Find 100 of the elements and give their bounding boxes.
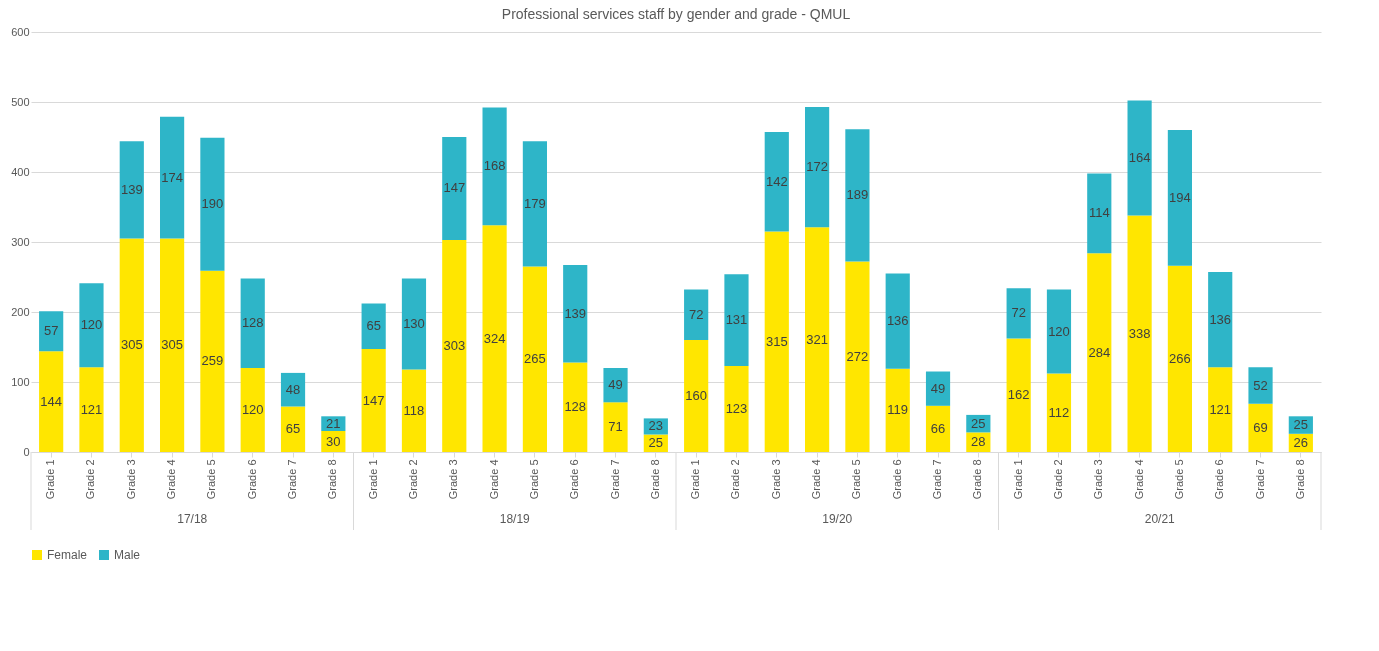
data-label: 71: [608, 419, 623, 435]
bar: [280, 372, 306, 407]
data-label: 164: [1128, 150, 1151, 165]
bar: [603, 402, 628, 452]
data-label: 120: [1048, 323, 1070, 339]
x-tick-label: Grade 5: [1172, 459, 1185, 500]
chart-title: Professional services staff by gender and grade - QMUL: [501, 6, 851, 22]
y-tick-label: 300: [11, 235, 30, 248]
text: 17/18: [177, 512, 208, 526]
bar: [1006, 338, 1031, 452]
x-tick-label: Grade 8: [1293, 459, 1306, 500]
y-tick-label: 400: [11, 165, 30, 178]
bar: [401, 369, 427, 452]
x-tick-label: Grade 4: [487, 459, 500, 500]
data-label: 131: [725, 312, 748, 328]
data-label: 49: [608, 377, 623, 393]
data-label: 65: [285, 421, 301, 437]
data-label: 265: [524, 351, 546, 367]
data-label: 147: [443, 180, 466, 196]
data-label: 69: [1253, 419, 1268, 435]
data-label: 49: [930, 380, 946, 396]
x-tick-label: Grade 3: [124, 459, 137, 500]
data-label: 66: [930, 420, 946, 436]
data-label: 25: [1293, 417, 1309, 433]
data-label: 303: [443, 337, 466, 353]
bar: [684, 340, 709, 452]
bar: [603, 368, 628, 403]
data-label: 120: [80, 317, 103, 333]
data-label: 136: [886, 313, 909, 329]
x-tick-label: Grade 6: [568, 459, 581, 500]
bar: [522, 141, 547, 267]
data-label: 147: [362, 392, 385, 408]
x-tick-label: Grade 7: [1253, 459, 1266, 500]
bar: [563, 265, 588, 363]
bar: [442, 239, 467, 452]
data-label: 136: [1209, 311, 1232, 327]
data-label: 305: [120, 337, 143, 353]
x-tick-label: Grade 8: [971, 459, 984, 500]
x-tick-label: Grade 4: [810, 459, 823, 500]
data-label: 179: [524, 195, 546, 211]
bar: [119, 141, 144, 239]
data-label: 30: [326, 433, 341, 449]
x-tick-label: Grade 6: [245, 459, 258, 500]
data-label: 284: [1088, 344, 1111, 360]
data-label: 21: [326, 415, 341, 431]
data-label: 130: [403, 315, 425, 331]
x-tick-label: Grade 6: [890, 459, 903, 500]
bar: [482, 107, 507, 226]
bar: [361, 349, 386, 452]
bar: [160, 238, 185, 452]
data-label: 128: [241, 315, 264, 331]
data-label: 324: [483, 330, 506, 346]
x-tick-label: Grade 5: [850, 459, 863, 500]
legend-label: Female: [47, 548, 88, 562]
bar: [401, 278, 427, 370]
y-tick-label: 500: [11, 95, 30, 108]
x-tick-label: Grade 1: [689, 459, 702, 500]
x-tick-label: Grade 6: [1213, 459, 1226, 500]
data-label: 315: [765, 333, 788, 349]
bar: [119, 238, 144, 452]
bar: [764, 231, 789, 452]
data-label: 118: [403, 402, 425, 418]
x-tick-label: Grade 5: [205, 459, 218, 500]
y-tick-label: 0: [23, 445, 30, 458]
data-label: 112: [1048, 404, 1070, 420]
bar: [79, 283, 104, 368]
x-tick-label: Grade 8: [326, 459, 339, 500]
data-label: 142: [765, 173, 788, 189]
x-tick-label: Grade 2: [84, 459, 97, 500]
x-tick-label: Grade 8: [648, 459, 661, 500]
data-label: 128: [564, 399, 587, 415]
bar: [845, 129, 870, 262]
bar: [39, 351, 64, 452]
bar: [1248, 367, 1273, 404]
bar: [764, 132, 789, 232]
data-label: 190: [201, 196, 224, 212]
bar: [240, 278, 265, 368]
bar: [724, 365, 749, 452]
bar: [79, 367, 104, 452]
data-label: 121: [80, 401, 103, 417]
bar: [240, 368, 265, 452]
bar: [200, 270, 225, 452]
x-tick-label: Grade 4: [165, 459, 178, 500]
x-tick-label: Grade 7: [286, 459, 299, 500]
bar: [885, 368, 910, 452]
data-label: 114: [1088, 205, 1110, 221]
bar: [442, 137, 467, 240]
data-label: 272: [846, 348, 869, 364]
data-label: 194: [1169, 189, 1191, 205]
x-tick-label: Grade 2: [729, 459, 742, 500]
data-label: 139: [120, 181, 143, 197]
data-label: 305: [161, 337, 183, 353]
data-label: 72: [1011, 305, 1026, 321]
bar: [160, 116, 185, 239]
bar: [280, 406, 306, 452]
data-label: 52: [1253, 377, 1268, 393]
bar: [1167, 265, 1192, 452]
data-label: 57: [43, 323, 59, 339]
x-tick-label: Grade 3: [769, 459, 782, 500]
data-label: 139: [564, 305, 587, 321]
